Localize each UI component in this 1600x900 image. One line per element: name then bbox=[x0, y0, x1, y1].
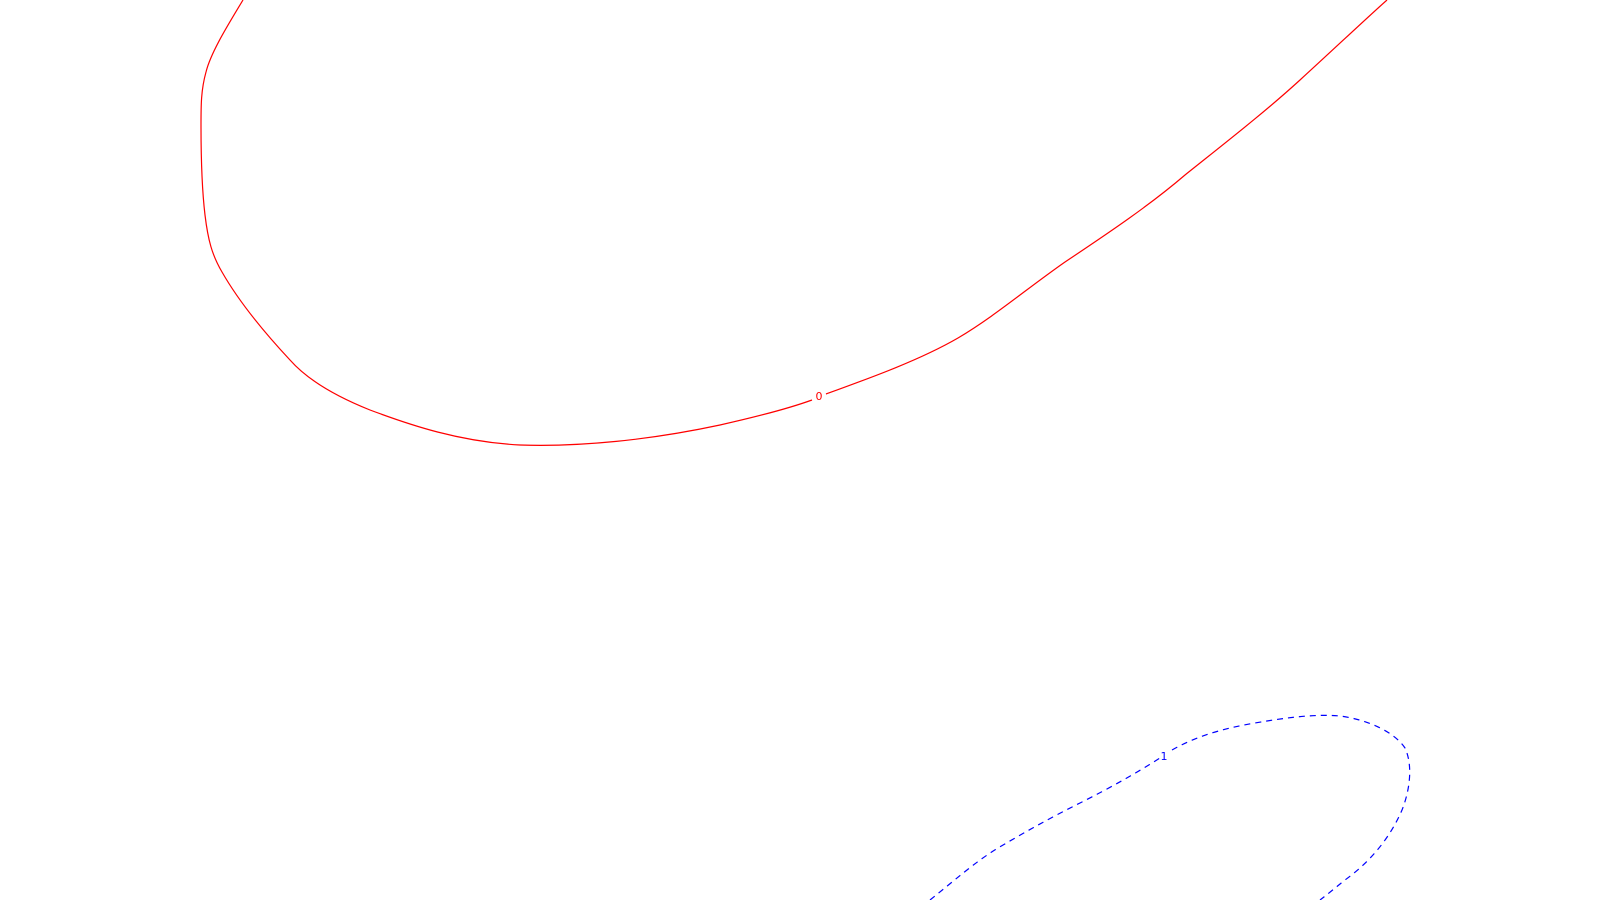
contour-label-1: 1 bbox=[1161, 750, 1168, 763]
contour-line-group-0: 0 bbox=[200, 0, 1388, 446]
contour-line-0-continued bbox=[825, 0, 1388, 395]
contour-line-0 bbox=[200, 0, 813, 446]
contour-line-1-continued bbox=[1171, 714, 1411, 900]
contour-line-group-1: 1 bbox=[929, 714, 1411, 900]
contour-label-0: 0 bbox=[816, 390, 823, 403]
contour-line-1 bbox=[929, 757, 1161, 900]
